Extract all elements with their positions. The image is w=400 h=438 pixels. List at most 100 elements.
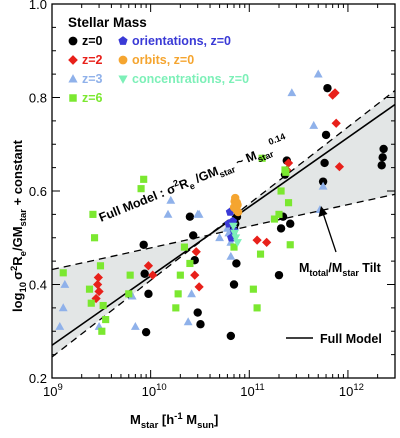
point-z-3-13 bbox=[222, 223, 232, 232]
y-tick-label-2: 0.6 bbox=[29, 184, 47, 199]
point-z-0-9 bbox=[226, 331, 236, 341]
x-tick-label-2: 1011 bbox=[240, 382, 264, 399]
point-z-6-11 bbox=[137, 185, 145, 193]
point-z-6-13 bbox=[172, 304, 180, 312]
data-markers bbox=[55, 69, 388, 341]
point-z-0-14 bbox=[232, 259, 241, 268]
point-z-3-12 bbox=[215, 233, 225, 242]
point-z-2-10 bbox=[262, 237, 272, 248]
y-tick-label-0: 0.2 bbox=[29, 371, 47, 386]
point-concentrations-z-0-1 bbox=[230, 229, 240, 238]
point-z-3-6 bbox=[163, 209, 173, 218]
y-axis-label: log10σ2Re/GMstar + constant bbox=[9, 139, 29, 312]
legend-marker-1 bbox=[68, 55, 78, 65]
point-z-0-2 bbox=[141, 327, 151, 337]
legend-label-2: z=3 bbox=[82, 72, 103, 86]
point-concentrations-z-0-2 bbox=[231, 234, 241, 243]
point-z-3-11 bbox=[194, 209, 204, 218]
point-z-3-8 bbox=[183, 317, 193, 326]
band-upper-dashed-line bbox=[51, 89, 396, 358]
point-z-6-29 bbox=[286, 241, 294, 249]
point-z-6-0 bbox=[59, 269, 67, 277]
point-z-0-23 bbox=[321, 130, 331, 140]
legend-marker-5 bbox=[118, 55, 128, 65]
point-z-3-22 bbox=[318, 181, 328, 190]
point-z-6-24 bbox=[275, 210, 283, 218]
point-z-0-21 bbox=[318, 177, 328, 186]
point-z-0-4 bbox=[185, 212, 195, 221]
legend-marker-0 bbox=[68, 36, 78, 46]
point-z-6-17 bbox=[186, 259, 194, 268]
legend-label-4: orientations, z=0 bbox=[132, 34, 231, 48]
legend-label-5: orbits, z=0 bbox=[132, 53, 194, 67]
point-z-2-12 bbox=[283, 158, 294, 168]
band-lower-dashed-line bbox=[51, 193, 396, 271]
point-z-6-9 bbox=[125, 290, 133, 298]
point-z-0-10 bbox=[229, 280, 239, 289]
x-tick-label-3: 1012 bbox=[339, 382, 364, 399]
tilt-arrow-head bbox=[318, 206, 328, 217]
point-z-2-7 bbox=[191, 247, 201, 257]
point-z-3-2 bbox=[60, 279, 70, 288]
full-model-line bbox=[51, 103, 396, 346]
point-z-3-19 bbox=[309, 120, 319, 129]
x-tick-label-0: 109 bbox=[43, 382, 63, 399]
point-z-0-25 bbox=[377, 161, 386, 170]
point-z-0-24 bbox=[323, 83, 332, 93]
point-z-0-1 bbox=[140, 269, 149, 278]
point-concentrations-z-0-3 bbox=[233, 239, 242, 248]
point-z-6-27 bbox=[282, 168, 290, 176]
point-z-3-17 bbox=[226, 251, 236, 260]
point-z-6-2 bbox=[87, 299, 95, 307]
point-z-6-10 bbox=[126, 271, 134, 279]
point-z-6-12 bbox=[140, 175, 148, 183]
y-tick-label-4: 1.0 bbox=[29, 0, 47, 12]
point-z-6-6 bbox=[98, 327, 106, 335]
axis-ticks bbox=[51, 3, 396, 379]
tilt-arrow-shaft bbox=[322, 212, 337, 253]
point-z-6-1 bbox=[85, 285, 94, 293]
point-z-6-25 bbox=[277, 187, 285, 195]
legend-label-0: z=0 bbox=[82, 34, 103, 48]
legend-marker-3 bbox=[69, 94, 77, 102]
legend-label-1: z=2 bbox=[82, 53, 103, 67]
point-z-6-21 bbox=[256, 250, 265, 258]
point-z-0-27 bbox=[379, 144, 388, 154]
y-tick-label-1: 0.4 bbox=[29, 278, 47, 293]
point-z-0-16 bbox=[276, 224, 286, 233]
point-z-2-2 bbox=[93, 272, 103, 283]
legend-label-3: z=6 bbox=[82, 91, 103, 105]
point-orbits-z-0-7 bbox=[233, 207, 243, 217]
point-z-2-14 bbox=[330, 88, 340, 98]
point-z-2-8 bbox=[194, 282, 204, 292]
point-z-3-1 bbox=[58, 303, 68, 312]
point-z-0-20 bbox=[286, 219, 295, 228]
legend-marker-4 bbox=[118, 36, 128, 45]
point-z-2-16 bbox=[334, 162, 345, 172]
point-z-0-26 bbox=[378, 153, 387, 162]
point-z-3-5 bbox=[130, 321, 140, 330]
point-z-2-1 bbox=[92, 279, 103, 290]
point-z-0-7 bbox=[193, 308, 202, 317]
point-orbits-z-0-6 bbox=[233, 200, 242, 210]
point-z-0-0 bbox=[139, 240, 148, 249]
point-z-6-16 bbox=[180, 243, 188, 251]
point-z-3-20 bbox=[313, 69, 323, 78]
legend-marker-2 bbox=[68, 74, 78, 83]
chart-title: Stellar Mass bbox=[68, 15, 147, 30]
legend-marker-6 bbox=[118, 75, 128, 84]
x-tick-label-1: 1010 bbox=[142, 382, 167, 399]
full-model-legend-label: Full Model bbox=[320, 332, 382, 346]
point-concentrations-z-0-0 bbox=[228, 222, 238, 231]
axis-tick-labels: 109 1010 1011 1012 0.2 0.4 0.6 0.8 1.0 bbox=[29, 0, 364, 399]
y-tick-label-3: 0.8 bbox=[29, 91, 47, 106]
point-z-2-6 bbox=[190, 270, 200, 280]
legend: z=0 z=2 z=3 z=6 orientations, z=0 orbits, z=0… bbox=[68, 34, 249, 105]
point-z-6-4 bbox=[90, 234, 99, 242]
point-z-6-3 bbox=[89, 210, 97, 218]
point-z-3-18 bbox=[287, 88, 297, 97]
point-z-6-5 bbox=[96, 262, 105, 270]
point-z-6-22 bbox=[258, 154, 266, 162]
x-axis-label: Mstar [h-1 Msun] bbox=[130, 411, 218, 431]
point-z-6-20 bbox=[253, 304, 261, 312]
